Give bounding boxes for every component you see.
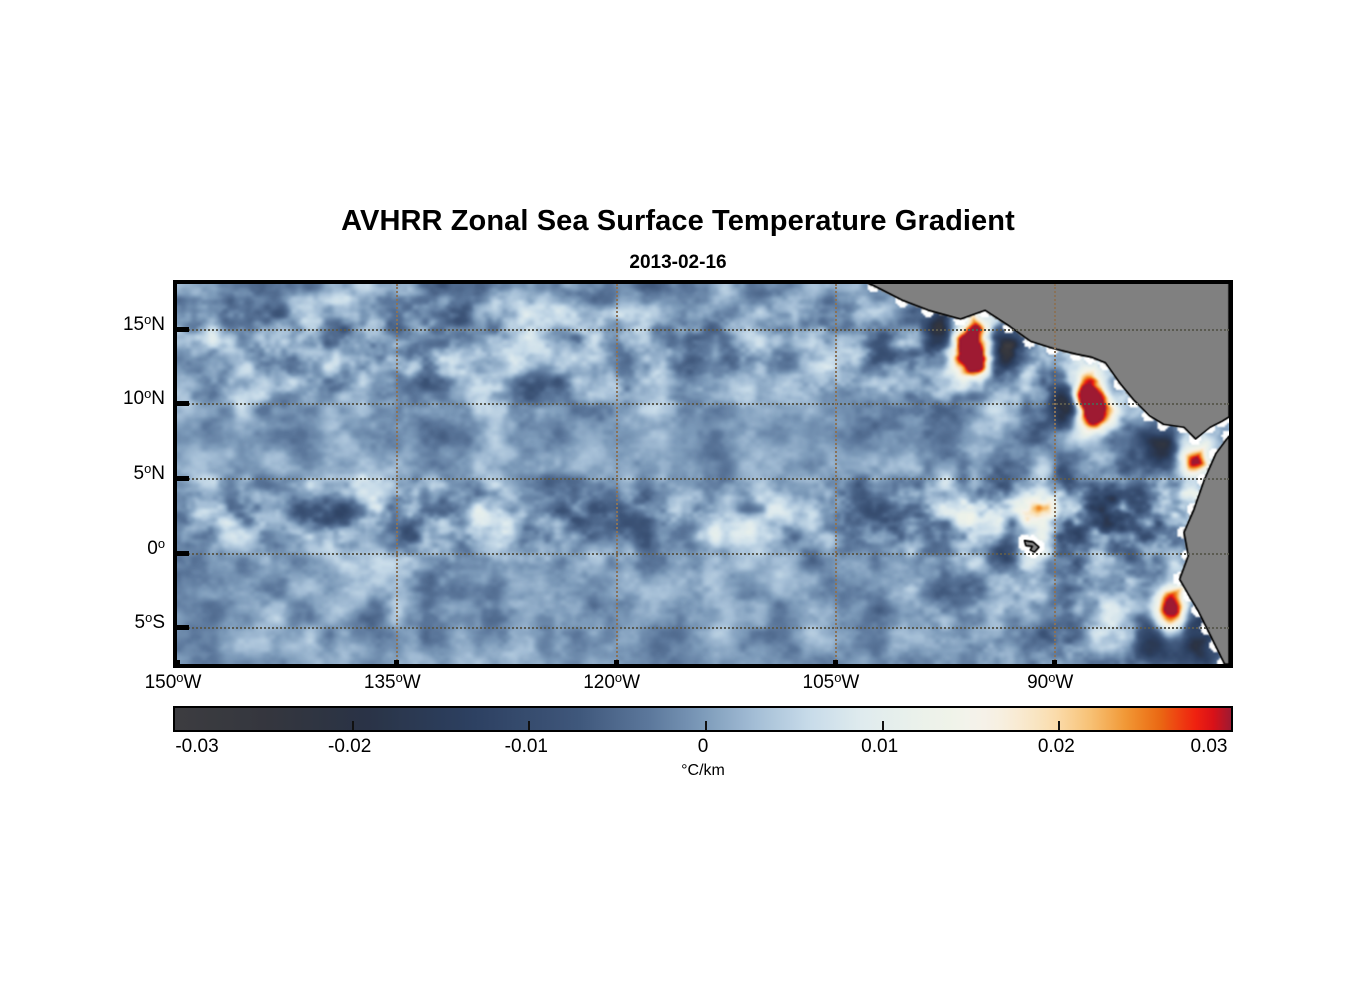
sst-gradient-field [177, 284, 1229, 664]
y-tick-label: 0o [147, 535, 165, 559]
colorbar [173, 706, 1233, 732]
y-tick-label: 5oN [133, 461, 166, 484]
sst-gradient-raster [177, 284, 1229, 664]
y-tick-label: 10oN [122, 386, 165, 410]
colorbar-tick-labels: -0.03 -0.02 -0.01 0 0.01 0.02 0.03 [173, 736, 1233, 762]
colorbar-unit-label: °C/km [681, 762, 725, 779]
colorbar-tick-mark [1058, 721, 1061, 730]
x-tick-label: 90oW [1027, 670, 1074, 693]
colorbar-tick-mark [705, 721, 707, 730]
colorbar-tick-label: 0.01 [861, 736, 899, 757]
map-axes [173, 280, 1233, 668]
colorbar-tick-label: -0.03 [175, 736, 219, 757]
colorbar-tick-mark [528, 721, 531, 730]
y-tick-label: 15oN [122, 311, 165, 335]
colorbar-tick-label: -0.01 [504, 736, 548, 757]
colorbar-tick-mark [351, 721, 354, 730]
colorbar-tick-label: 0.03 [1190, 736, 1228, 757]
x-tick-label: 135oW [363, 670, 421, 693]
colorbar-gradient [175, 708, 1231, 730]
colorbar-frame [173, 706, 1233, 732]
x-axis-labels: 150oW 135oW 120oW 105oW 90oW [145, 670, 1233, 706]
colorbar-tick-label: 0 [697, 736, 709, 757]
colorbar-tick-label: 0.02 [1037, 736, 1075, 757]
colorbar-tick-mark [881, 721, 884, 730]
colorbar-tick-label: -0.02 [328, 736, 372, 757]
y-axis-labels: 15oN 10oN 5oN 0o 5oS [0, 280, 165, 668]
x-tick-label: 105oW [802, 670, 860, 693]
x-tick-label: 120oW [583, 670, 641, 693]
figure-title: AVHRR Zonal Sea Surface Temperature Grad… [341, 205, 1015, 237]
figure-subtitle: 2013-02-16 [629, 252, 727, 273]
x-tick-label: 150oW [144, 670, 202, 693]
y-tick-label: 5oS [134, 610, 165, 634]
